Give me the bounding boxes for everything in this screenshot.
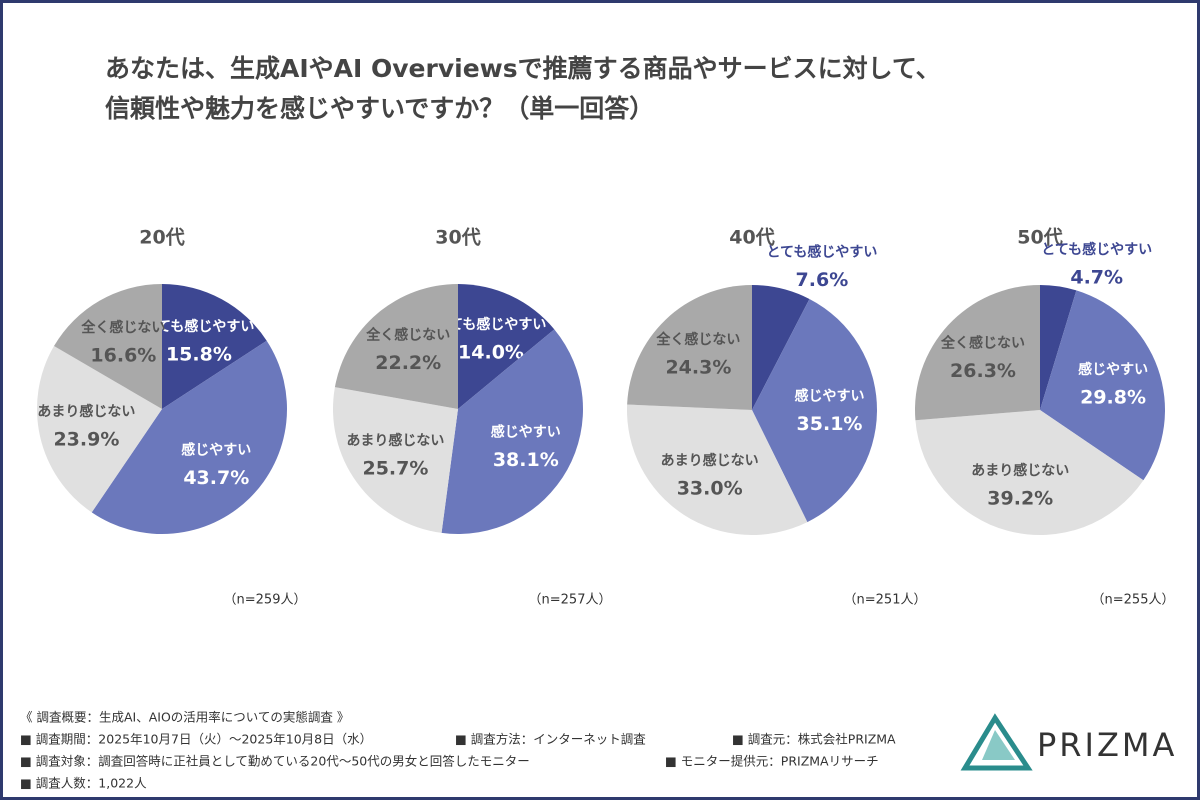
slice-value: 24.3% <box>665 357 731 379</box>
sample-note: （n=257人） <box>529 593 612 608</box>
pie-slice <box>91 340 288 534</box>
pie-slice <box>54 284 163 409</box>
slice-category: とても感じやすい <box>436 316 547 333</box>
pie-slice <box>915 285 1040 421</box>
pie-slice <box>1040 290 1166 481</box>
pie-slice <box>332 387 458 533</box>
pie-slice <box>627 285 752 410</box>
pie-slice <box>752 285 810 410</box>
survey-note: ■ モニター提供元：PRIZMAリサーチ <box>665 754 879 769</box>
slice-category: とても感じやすい <box>1041 241 1152 258</box>
slice-value: 23.9% <box>53 429 119 451</box>
pie-slice <box>36 346 162 513</box>
slice-value: 22.2% <box>375 352 441 374</box>
slice-value: 35.1% <box>797 413 863 435</box>
pie-slice <box>1040 285 1077 410</box>
slice-category: 全く感じない <box>940 334 1025 351</box>
title-line: 信頼性や魅力を感じやすいですか？（単一回答） <box>105 94 654 123</box>
pie-slice <box>458 284 555 409</box>
survey-note: ■ 調査元：株式会社PRIZMA <box>732 732 896 747</box>
sample-note: （n=259人） <box>224 593 307 608</box>
slice-category: 全く感じない <box>655 331 740 348</box>
survey-note: ■ 調査期間：2025年10月7日（火）〜2025年10月8日（水） <box>20 732 372 747</box>
slice-category: 全く感じない <box>365 327 450 344</box>
slice-value: 43.7% <box>183 467 249 489</box>
slice-category: 感じやすい <box>491 424 561 441</box>
slice-category: あまり感じない <box>971 462 1069 479</box>
slice-value: 29.8% <box>1080 387 1146 409</box>
chart-title: 50代 <box>1017 227 1062 249</box>
slice-value: 7.6% <box>796 269 849 291</box>
chart-title: 30代 <box>435 227 480 249</box>
pie-slice <box>915 410 1144 536</box>
pie-slice <box>334 284 458 409</box>
slice-category: あまり感じない <box>661 452 759 469</box>
survey-note: ■ 調査方法：インターネット調査 <box>455 732 646 747</box>
chart-title: 20代 <box>139 227 184 249</box>
slice-category: 全く感じない <box>80 319 165 336</box>
pie-slice <box>627 404 808 536</box>
slice-value: 14.0% <box>458 341 524 363</box>
slice-value: 33.0% <box>677 477 743 499</box>
slice-value: 4.7% <box>1070 267 1123 289</box>
slice-value: 25.7% <box>362 457 428 479</box>
slice-category: あまり感じない <box>37 403 135 420</box>
sample-note: （n=251人） <box>844 593 927 608</box>
slice-category: 感じやすい <box>181 441 251 458</box>
slice-category: 感じやすい <box>794 388 864 405</box>
slice-value: 39.2% <box>987 487 1053 509</box>
slice-value: 38.1% <box>493 449 559 471</box>
survey-note: ■ 調査人数：1,022人 <box>20 776 147 791</box>
logo-text: PRIZMA <box>1037 726 1177 764</box>
survey-note: 《 調査概要：生成AI、AIOの活用率についての実態調査 》 <box>20 710 349 725</box>
pie-slice <box>162 284 267 409</box>
slice-category: とても感じやすい <box>143 318 254 335</box>
slice-value: 16.6% <box>90 344 156 366</box>
logo-icon <box>982 730 1015 760</box>
slice-value: 26.3% <box>950 360 1016 382</box>
pie-slice <box>752 298 878 523</box>
slice-category: 感じやすい <box>1078 361 1148 378</box>
chart-title: 40代 <box>729 227 774 249</box>
slice-value: 15.8% <box>166 343 232 365</box>
slice-category: あまり感じない <box>346 432 444 449</box>
slice-category: とても感じやすい <box>766 244 877 261</box>
logo: PRIZMA <box>960 713 1177 771</box>
sample-note: （n=255人） <box>1092 593 1175 608</box>
title-line: あなたは、生成AIやAI Overviewsで推薦する商品やサービスに対して、 <box>105 54 941 83</box>
pie-slice <box>441 329 584 535</box>
survey-note: ■ 調査対象：調査回答時に正社員として勤めている20代〜50代の男女と回答したモ… <box>20 754 530 769</box>
logo-icon <box>960 713 1033 771</box>
